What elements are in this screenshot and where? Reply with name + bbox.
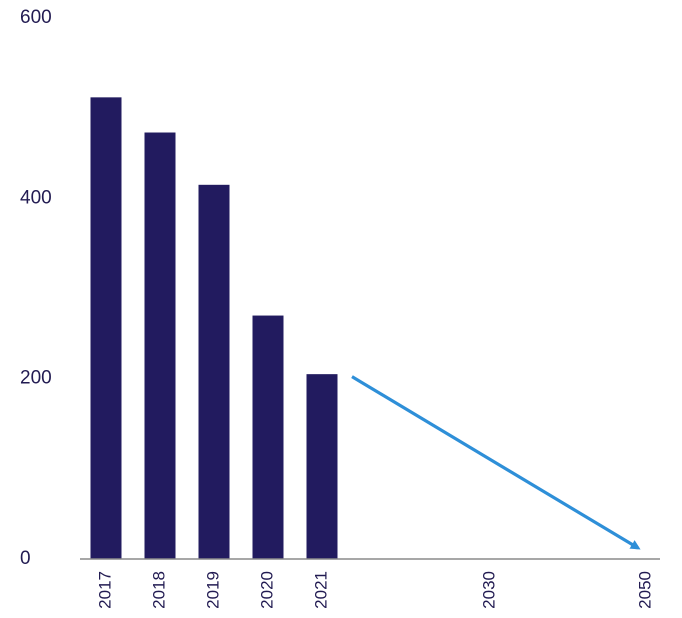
y-tick-label: 400 (20, 187, 52, 208)
bars-group (90, 97, 338, 560)
y-tick-label: 0 (20, 548, 31, 569)
bar-2019 (198, 184, 230, 559)
x-tick-label: 2017 (95, 571, 114, 609)
x-tick-label: 2021 (311, 571, 330, 609)
y-tick-label: 600 (20, 7, 52, 28)
bar-2017 (90, 97, 122, 559)
trend-arrow (351, 375, 641, 550)
bar-2020 (252, 315, 284, 559)
y-axis-ticks: 0 200 400 600 (20, 7, 52, 569)
bar-2021 (306, 374, 338, 559)
y-tick-label: 200 (20, 368, 52, 389)
x-tick-label: 2018 (149, 571, 168, 609)
x-tick-label: 2050 (635, 571, 654, 609)
bar-2018 (144, 132, 176, 560)
x-tick-label: 2020 (257, 571, 276, 609)
x-tick-label: 2019 (203, 571, 222, 609)
x-axis-ticks: 2017 2018 2019 2020 2021 2030 2050 (95, 571, 654, 609)
x-tick-label: 2030 (479, 571, 498, 609)
